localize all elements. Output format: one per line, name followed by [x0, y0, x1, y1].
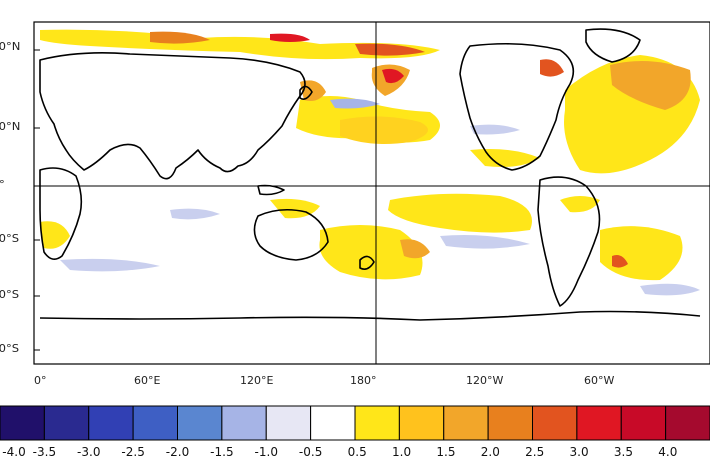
- colorbar-tick-label: -3.5: [32, 445, 57, 459]
- lon-label-120e: 120°E: [240, 374, 274, 387]
- south-atlantic-cool: [640, 283, 700, 296]
- tropical-pacific-warm: [388, 193, 532, 233]
- colorbar-swatch: [310, 405, 356, 441]
- colorbar-swatch: [43, 405, 90, 441]
- colorbar-tick-label: 1.5: [436, 445, 456, 459]
- colorbar-tick-label: 3.5: [613, 445, 634, 459]
- south-pacific-warm: [319, 225, 423, 280]
- lat-label-30s: 30°S: [0, 232, 20, 245]
- greenland-coast: [585, 28, 641, 63]
- colorbar-swatch: [88, 405, 134, 441]
- colorbar-swatch: [265, 405, 312, 441]
- eurasia-coast: [39, 52, 306, 180]
- north-pacific-warm-2: [340, 116, 428, 144]
- arctic-band: [40, 29, 440, 60]
- colorbar-tick-label: -3.0: [77, 445, 101, 459]
- south-pacific-orange: [400, 239, 430, 259]
- europe-orange: [540, 59, 564, 77]
- colorbar-swatch: [221, 405, 267, 441]
- colorbar-swatch: [665, 405, 710, 441]
- lat-ticks: [34, 49, 40, 351]
- southern-ocean-cool-2: [440, 235, 530, 249]
- colorbar-tick-label: 3.0: [569, 445, 589, 459]
- colorbar-swatch: [398, 405, 445, 441]
- colorbar-swatch: [532, 405, 578, 441]
- north-pacific-cool: [330, 98, 380, 109]
- south-atlantic-red: [612, 255, 628, 268]
- arctic-red-2: [270, 33, 310, 42]
- colorbar-swatch: [576, 405, 622, 441]
- lat-label-90s: 60°S: [0, 342, 20, 355]
- colorbar-tick-label: 2.5: [525, 445, 545, 459]
- north-atlantic-orange: [610, 61, 691, 110]
- lat-label-eq: 0°: [0, 178, 5, 191]
- lon-label-60w: 60°W: [584, 374, 615, 387]
- australia-coast: [253, 208, 329, 261]
- lon-label-60e: 60°E: [134, 374, 161, 387]
- lat-label-60s: 60°S: [0, 288, 20, 301]
- southern-ocean-cool-3: [170, 208, 220, 220]
- cool-anomaly-regions: [60, 98, 700, 296]
- colorbar-tick-label: -0.5: [298, 445, 323, 459]
- colorbar-tick-label: -4.0: [2, 445, 26, 459]
- colorbar-tick-label: -2.0: [165, 445, 190, 459]
- colorbar-swatch: [0, 405, 45, 441]
- antarctica-coast: [39, 310, 701, 321]
- indian-ocean-warm: [40, 221, 70, 249]
- colorbar-swatch: [132, 405, 178, 441]
- colorbar-tick-label: 2.0: [480, 445, 500, 459]
- arctic-red-1: [150, 31, 210, 44]
- east-pacific-cool: [470, 124, 520, 135]
- coastlines: [39, 28, 701, 321]
- lon-label-120w: 120°W: [466, 374, 504, 387]
- colorbar-swatch: [620, 405, 667, 441]
- colorbar-tick-label: -1.5: [210, 445, 234, 459]
- colorbar-swatch: [354, 405, 400, 441]
- north-america-coast: [459, 42, 575, 171]
- colorbar-tick-label: -1.0: [254, 445, 278, 459]
- lat-label-30n: 30°N: [0, 120, 21, 133]
- lat-label-60n: 60°N: [0, 40, 21, 53]
- sea-of-japan-warm: [300, 80, 326, 101]
- colorbar: [0, 405, 710, 441]
- africa-coast: [39, 167, 83, 260]
- warm-anomaly-regions: [40, 29, 700, 281]
- nz-coast: [359, 255, 375, 270]
- colorbar-swatch: [443, 405, 489, 441]
- mid-atlantic-warm: [560, 196, 600, 213]
- colorbar-tick-label: 1.0: [392, 445, 412, 459]
- southern-ocean-cool-1: [60, 258, 160, 272]
- bering-red: [382, 68, 404, 84]
- colorbar-tick-label: -2.5: [121, 445, 145, 459]
- colorbar-tick-label: 0.5: [347, 445, 367, 459]
- lon-label-180: 180°: [350, 374, 377, 387]
- lon-label-0: 0°: [34, 374, 47, 387]
- colorbar-tick-label: 4.0: [658, 445, 678, 459]
- colorbar-swatch: [177, 405, 223, 441]
- colorbar-swatch: [487, 405, 533, 441]
- japan-coast: [299, 85, 313, 100]
- arctic-red-3: [355, 43, 425, 56]
